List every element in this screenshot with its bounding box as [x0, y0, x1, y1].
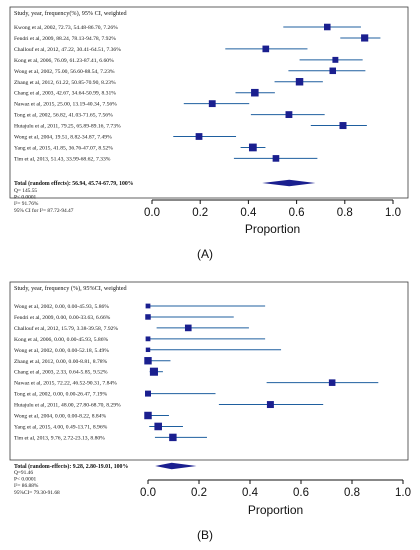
- study-weight-square: [208, 100, 216, 108]
- study-label: Chang et al, 2003, 2.33, 0.64-5.85, 9.52…: [14, 370, 108, 376]
- study-weight-square: [324, 23, 331, 31]
- study-label: Wong et al, 2004, 19.51, 8.82-34.87, 7.4…: [14, 135, 112, 141]
- study-weight-square: [248, 143, 257, 152]
- study-label: Fendri et al, 2009, 0.00, 0.00-33.63, 6.…: [14, 315, 111, 321]
- study-label: Wong et al, 2004, 0.00, 0.00-8.22, 8.84%: [14, 414, 106, 420]
- x-tick-label: 0.6: [289, 207, 305, 219]
- study-weight-square: [295, 78, 304, 86]
- x-tick-label: 1.0: [395, 487, 411, 499]
- study-label: Zhang et al, 2012, 0.00, 0.00-8.81, 8.78…: [14, 359, 108, 365]
- x-tick-label: 1.0: [385, 207, 401, 219]
- study-weight-square: [339, 122, 347, 130]
- study-label: Chang et al, 2003, 42.67, 34.64-50.99, 8…: [14, 91, 116, 97]
- pooled-estimate-diamond: [262, 179, 316, 187]
- heterogeneity-stat: I²= 86.88%: [14, 483, 39, 489]
- study-label: Wong et al, 2002, 0.00, 0.00-52.18, 5.49…: [14, 348, 109, 354]
- total-label: Total (random-effects): 9.28, 2.80-19.01…: [14, 463, 128, 470]
- heterogeneity-stat: Q=91.46: [14, 470, 33, 476]
- x-axis-title: Proportion: [245, 222, 300, 236]
- study-label: Tim et al, 2013, 51.43, 33.99-68.62, 7.3…: [14, 156, 111, 162]
- x-tick-label: 0.0: [144, 207, 160, 219]
- heterogeneity-stat: P< 0.0001: [14, 477, 37, 483]
- study-weight-square: [332, 56, 339, 63]
- study-label: Kong et al, 2006, 0.00, 0.00-45.93, 5.86…: [14, 337, 108, 343]
- study-label: Wong et al, 2002, 75.00, 56.60-88.54, 7.…: [14, 69, 115, 75]
- heterogeneity-stat: 95%CI= 79.30-91.68: [14, 490, 60, 496]
- panel-label: (A): [197, 247, 213, 261]
- total-label: Total (random effects): 56.94, 45.74-67.…: [14, 180, 134, 187]
- study-weight-square: [145, 336, 151, 342]
- study-weight-square: [145, 314, 151, 320]
- study-label: Hutajulu et al, 2011, 48.00, 27.80-68.70…: [14, 403, 121, 409]
- heterogeneity-stat: Q= 145.55: [14, 188, 37, 194]
- column-header: Study, year, frequency (%), 95%CI, weigh…: [14, 285, 127, 292]
- study-label: Challouf et al, 2012, 47.22, 30.41-64.51…: [14, 46, 121, 53]
- study-weight-square: [361, 34, 369, 42]
- study-label: Nawaz et al, 2015, 72.22, 46.52-90.31, 7…: [14, 381, 117, 387]
- study-weight-square: [184, 324, 192, 332]
- study-weight-square: [285, 111, 293, 119]
- study-label: Tong et al, 2002, 56.82, 41.03-71.65, 7.…: [14, 113, 113, 119]
- heterogeneity-stat: 95% CI for I²= 87.72-94.47: [14, 207, 74, 214]
- x-tick-label: 0.8: [344, 487, 360, 499]
- study-weight-square: [145, 347, 151, 353]
- plot-panel-border: [9, 6, 409, 199]
- study-weight-square: [328, 379, 336, 386]
- study-weight-square: [251, 88, 259, 97]
- x-tick-label: 0.0: [140, 487, 156, 499]
- study-label: Zhang et al, 2012, 61.22, 50.85-70.90, 8…: [14, 80, 116, 86]
- x-axis-title: Proportion: [248, 503, 303, 517]
- x-tick-label: 0.6: [293, 487, 309, 499]
- study-label: Wong et al, 2002, 0.00, 0.00-45.93, 5.86…: [14, 304, 109, 310]
- study-label: Fendri et al, 2009, 88.24, 78.13-94.78, …: [14, 36, 116, 42]
- plot-panel-border: [9, 281, 409, 461]
- study-label: Kong et al, 2006, 76.09, 61.23-87.41, 6.…: [14, 58, 114, 64]
- x-tick-label: 0.2: [192, 207, 208, 219]
- study-weight-square: [145, 390, 151, 397]
- study-weight-square: [154, 422, 162, 431]
- study-weight-square: [262, 45, 270, 53]
- pooled-estimate-diamond: [155, 462, 197, 470]
- column-header: Study, year, frequency(%), 95% CI, weigh…: [14, 10, 127, 17]
- heterogeneity-stat: I²= 91.76%: [14, 201, 39, 207]
- study-weight-square: [195, 133, 203, 140]
- study-label: Hutajulu et al, 2011, 79.25, 65.89-89.16…: [14, 124, 121, 130]
- panel-label: (B): [197, 528, 213, 542]
- heterogeneity-stat: P< 0.0001: [14, 195, 37, 201]
- study-weight-square: [149, 367, 158, 376]
- study-label: Nawaz et al, 2015, 25.00, 13.19-40.34, 7…: [14, 102, 117, 108]
- study-label: Tim et al, 2013, 9.76, 2.72-23.13, 8.80%: [14, 435, 105, 441]
- study-weight-square: [144, 411, 152, 420]
- study-weight-square: [329, 67, 337, 75]
- study-label: Kwong et al, 2002, 72.73, 54.48-86.70, 7…: [14, 25, 118, 31]
- study-label: Challouf et al, 2012, 15.79, 3.38-39.58,…: [14, 325, 118, 332]
- x-tick-label: 0.4: [242, 487, 259, 499]
- x-tick-label: 0.8: [337, 207, 353, 219]
- study-weight-square: [169, 433, 177, 442]
- study-weight-square: [272, 155, 280, 162]
- study-weight-square: [144, 357, 152, 365]
- x-tick-label: 0.2: [191, 487, 207, 499]
- study-label: Tong et al, 2002, 0.00, 0.00-26.47, 7.19…: [14, 392, 107, 398]
- study-label: Yang et al, 2015, 4.00, 0.49-13.71, 8.96…: [14, 424, 108, 430]
- x-tick-label: 0.4: [240, 207, 257, 219]
- study-label: Yang et al, 2015, 41.85, 36.76-47.07, 8.…: [14, 145, 113, 151]
- study-weight-square: [145, 303, 151, 309]
- study-weight-square: [266, 401, 274, 409]
